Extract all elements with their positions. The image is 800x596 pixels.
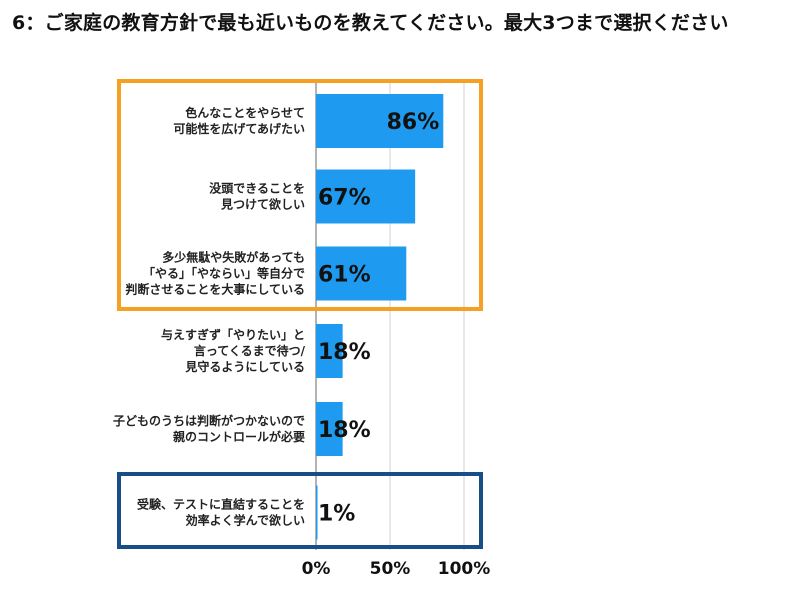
bar-1 bbox=[316, 169, 416, 224]
x-axis-ticks: 0% 50% 100% bbox=[302, 559, 491, 579]
highlight-box-layer bbox=[117, 79, 483, 549]
x-tick-label-1: 50% bbox=[370, 559, 411, 579]
x-tick-label-0: 0% bbox=[302, 559, 331, 579]
category-label-5: 受験、テストに直結することを効率よく学んで欲しい bbox=[137, 497, 305, 528]
x-tick-label-2: 100% bbox=[438, 559, 491, 579]
bar-5 bbox=[316, 485, 318, 540]
value-label-2: 61% bbox=[318, 263, 371, 288]
category-label-2: 多少無駄や失敗があっても「やる」「やならい」等自分で判断させることを大事にしてい… bbox=[125, 250, 305, 297]
value-label-4: 18% bbox=[318, 418, 371, 443]
value-label-0: 86% bbox=[387, 110, 440, 135]
grid-layer bbox=[315, 80, 465, 550]
category-label-4: 子どものうちは判断がつかないので親のコントロールが必要 bbox=[113, 413, 305, 444]
bar-0 bbox=[316, 94, 444, 148]
value-label-3: 18% bbox=[318, 340, 371, 365]
page-title: 6：ご家庭の教育方針で最も近いものを教えてください。最大3つまで選択ください bbox=[12, 12, 729, 34]
label-layer: 86% 色んなことをやらせて可能性を広げてあげたい 67% 没頭できることを見つけて欲… bbox=[113, 105, 439, 528]
category-label-1: 没頭できることを見つけて欲しい bbox=[209, 181, 305, 212]
category-label-3: 与えすぎず「やりたい」と言ってくるまで待つ/見守るようにしている bbox=[161, 327, 306, 374]
bar-3 bbox=[316, 324, 343, 378]
highlight-box-0 bbox=[117, 79, 483, 311]
highlight-box-1 bbox=[117, 472, 483, 549]
value-label-5: 1% bbox=[318, 502, 355, 527]
value-label-1: 67% bbox=[318, 186, 371, 211]
bar-layer bbox=[316, 94, 444, 540]
category-label-0: 色んなことをやらせて可能性を広げてあげたい bbox=[173, 105, 305, 136]
bar-4 bbox=[316, 402, 343, 456]
bar-2 bbox=[316, 246, 407, 301]
